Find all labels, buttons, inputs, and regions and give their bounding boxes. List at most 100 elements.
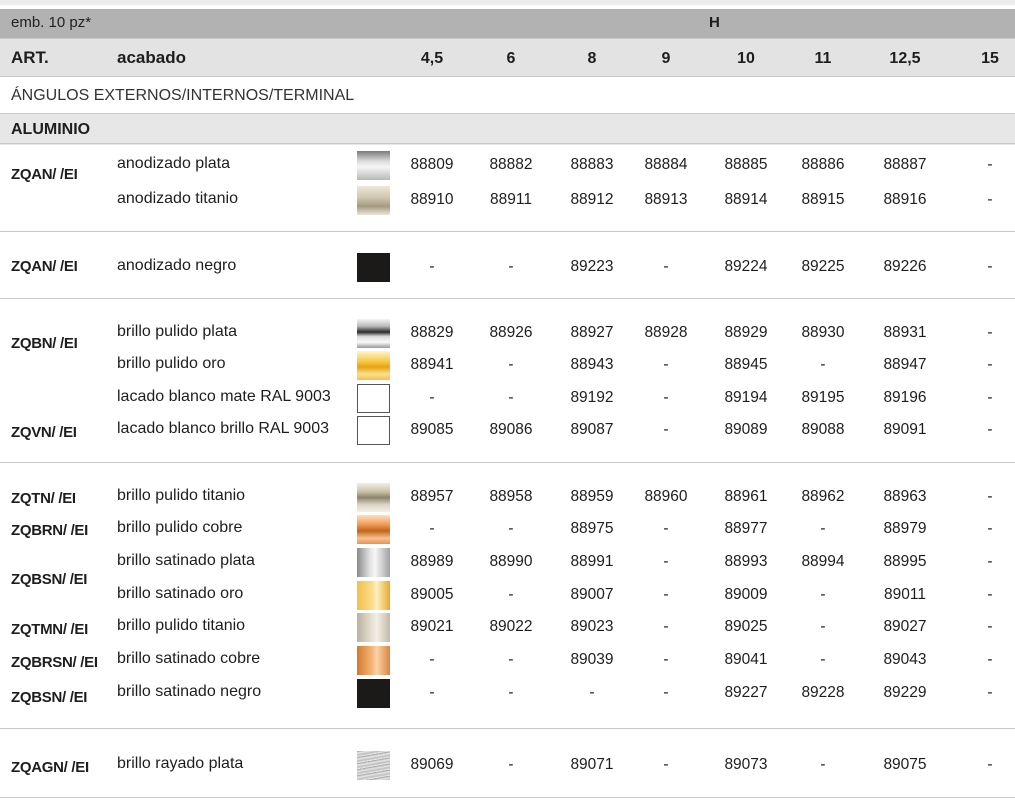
finish-column-header: acabado	[117, 48, 186, 67]
article-code-cell: 89228	[801, 684, 845, 701]
article-code-cell: 88926	[489, 324, 533, 341]
article-code-cell: 89229	[883, 684, 927, 701]
article-code-cell: 88930	[801, 324, 845, 341]
article-code-cell: -	[663, 356, 669, 373]
article-code-cell: -	[820, 520, 826, 537]
finish-label: brillo pulido titanio	[117, 487, 246, 504]
article-code-cell: 89192	[570, 389, 614, 406]
article-code-cell: 89073	[724, 756, 768, 773]
article-code-cell: -	[429, 520, 435, 537]
article-code-cell: 88963	[883, 488, 927, 505]
article-code-cell: 89087	[570, 421, 614, 438]
article-code-cell: 88979	[883, 520, 927, 537]
article-code-cell: 89011	[884, 586, 926, 603]
article-code-label: ZQBSN/ /EI	[11, 689, 88, 706]
article-code-cell: -	[663, 421, 669, 438]
article-code-cell: 88927	[570, 324, 614, 341]
article-code-cell: 89091	[883, 421, 927, 438]
article-code-cell: 88829	[410, 324, 454, 341]
article-code-cell: -	[508, 389, 514, 406]
article-code-cell: -	[429, 389, 435, 406]
article-code-cell: -	[987, 356, 993, 373]
article-code-cell: 88912	[570, 191, 614, 208]
article-code-label: ZQBN/ /EI	[11, 335, 78, 352]
size-column-header: 10	[737, 50, 755, 67]
article-code-cell: -	[987, 156, 993, 173]
finish-swatch	[357, 384, 390, 413]
article-code-cell: -	[508, 586, 514, 603]
article-code-label: ZQBSN/ /EI	[11, 571, 88, 588]
article-code-cell: 88959	[570, 488, 614, 505]
finish-swatch	[357, 319, 390, 348]
header-divider	[0, 38, 1015, 39]
finish-label: lacado blanco mate RAL 9003	[117, 388, 331, 405]
article-code-cell: 88989	[410, 553, 454, 570]
article-code-cell: 89086	[489, 421, 533, 438]
size-column-header: 6	[506, 50, 516, 67]
article-code-cell: 88960	[644, 488, 688, 505]
finish-label: brillo pulido titanio	[117, 617, 246, 634]
article-code-cell: -	[663, 520, 669, 537]
article-code-cell: -	[987, 421, 993, 438]
article-code-cell: -	[987, 651, 993, 668]
finish-label: brillo pulido cobre	[117, 519, 243, 536]
finish-swatch	[357, 548, 390, 577]
finish-label: brillo satinado negro	[117, 683, 262, 700]
material-band	[0, 114, 1015, 145]
group-divider	[0, 797, 1015, 798]
article-code-cell: 88993	[724, 553, 768, 570]
finish-swatch	[357, 186, 390, 215]
article-code-cell: 88975	[570, 520, 614, 537]
article-code-cell: 89195	[801, 389, 845, 406]
header-band-pack	[0, 9, 1015, 38]
top-stripe	[0, 0, 1015, 5]
group-divider	[0, 462, 1015, 463]
size-column-header: 9	[661, 50, 671, 67]
article-code-cell: -	[663, 389, 669, 406]
article-code-cell: 88945	[724, 356, 768, 373]
article-code-cell: -	[508, 651, 514, 668]
article-code-cell: 89009	[724, 586, 768, 603]
article-code-cell: 88884	[644, 156, 688, 173]
article-code-cell: 89225	[801, 258, 845, 275]
finish-swatch	[357, 483, 390, 512]
article-code-cell: 89022	[489, 618, 533, 635]
article-code-label: ZQAGN/ /EI	[11, 759, 89, 776]
article-code-cell: -	[663, 553, 669, 570]
article-code-cell: -	[987, 553, 993, 570]
article-code-label: ZQAN/ /EI	[11, 258, 78, 275]
article-code-cell: 88991	[570, 553, 614, 570]
article-code-cell: -	[987, 389, 993, 406]
finish-label: brillo rayado plata	[117, 755, 244, 772]
finish-swatch	[357, 613, 390, 642]
finish-swatch	[357, 751, 390, 780]
article-code-cell: 88928	[644, 324, 688, 341]
size-column-header: 15	[981, 50, 999, 67]
article-code-cell: -	[508, 520, 514, 537]
article-code-cell: 88943	[570, 356, 614, 373]
article-code-cell: 89227	[724, 684, 768, 701]
article-code-cell: -	[663, 618, 669, 635]
finish-label: brillo satinado cobre	[117, 650, 261, 667]
article-code-label: ZQTN/ /EI	[11, 490, 76, 507]
article-code-cell: 88929	[724, 324, 768, 341]
article-code-cell: 89023	[570, 618, 614, 635]
finish-label: lacado blanco brillo RAL 9003	[117, 420, 329, 437]
article-code-cell: 88962	[801, 488, 845, 505]
article-code-cell: 89196	[883, 389, 927, 406]
size-column-header: 11	[814, 50, 832, 67]
article-code-cell: 88911	[490, 191, 532, 208]
article-code-cell: 89021	[410, 618, 454, 635]
article-code-cell: -	[429, 258, 435, 275]
article-code-cell: 88910	[410, 191, 454, 208]
h-label: H	[709, 14, 720, 31]
finish-swatch	[357, 416, 390, 445]
article-code-label: ZQAN/ /EI	[11, 166, 78, 183]
article-code-cell: 89043	[883, 651, 927, 668]
article-code-cell: -	[987, 684, 993, 701]
article-code-cell: 89194	[724, 389, 768, 406]
article-code-cell: -	[987, 756, 993, 773]
article-code-cell: 88957	[410, 488, 454, 505]
finish-label: brillo pulido oro	[117, 355, 226, 372]
article-code-cell: -	[508, 356, 514, 373]
